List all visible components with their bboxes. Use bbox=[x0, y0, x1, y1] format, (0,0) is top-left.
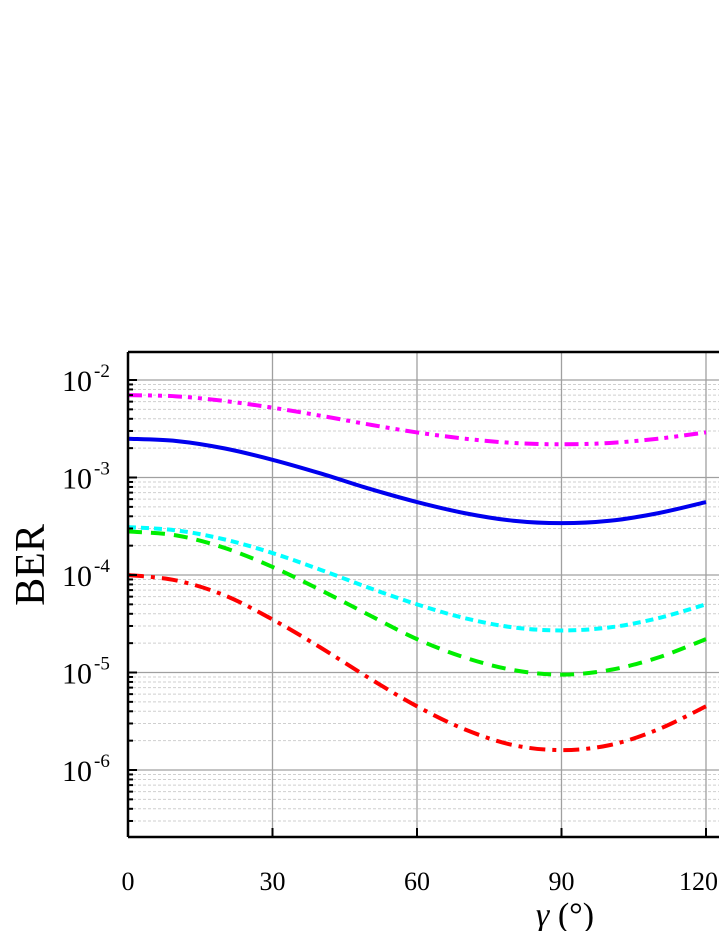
axes bbox=[126, 350, 719, 839]
y-tick-label-base: 10 bbox=[62, 463, 92, 496]
series-line-1 bbox=[127, 393, 707, 447]
y-tick-labels: 10-210-310-410-510-6 bbox=[62, 361, 110, 788]
y-tick-label-exponent: -6 bbox=[94, 751, 110, 772]
series-line-3 bbox=[127, 525, 707, 633]
x-tick-label: 30 bbox=[260, 867, 286, 896]
series-line-2 bbox=[127, 436, 707, 526]
x-tick-labels: 0 30 60 90 120 bbox=[122, 867, 719, 896]
y-tick-label-exponent: -3 bbox=[94, 459, 110, 480]
y-tick-label-exponent: -4 bbox=[94, 556, 110, 577]
x-tick-label: 120 bbox=[679, 867, 718, 896]
y-tick-label-base: 10 bbox=[62, 560, 92, 593]
x-tick-label: 0 bbox=[122, 867, 135, 896]
x-axis-label: γ (°) bbox=[536, 897, 594, 931]
series-line-5 bbox=[127, 573, 707, 753]
y-axis-label: BER bbox=[8, 524, 54, 606]
y-tick-label-exponent: -2 bbox=[94, 361, 110, 382]
y-tick-label-base: 10 bbox=[62, 755, 92, 788]
series-lines bbox=[127, 393, 707, 753]
grid bbox=[128, 352, 719, 837]
series-line-4 bbox=[127, 529, 707, 677]
y-tick-label-exponent: -5 bbox=[94, 654, 110, 675]
y-tick-label-base: 10 bbox=[62, 365, 92, 398]
y-tick-label-base: 10 bbox=[62, 658, 92, 691]
x-tick-label: 90 bbox=[549, 867, 575, 896]
x-tick-label: 60 bbox=[404, 867, 430, 896]
